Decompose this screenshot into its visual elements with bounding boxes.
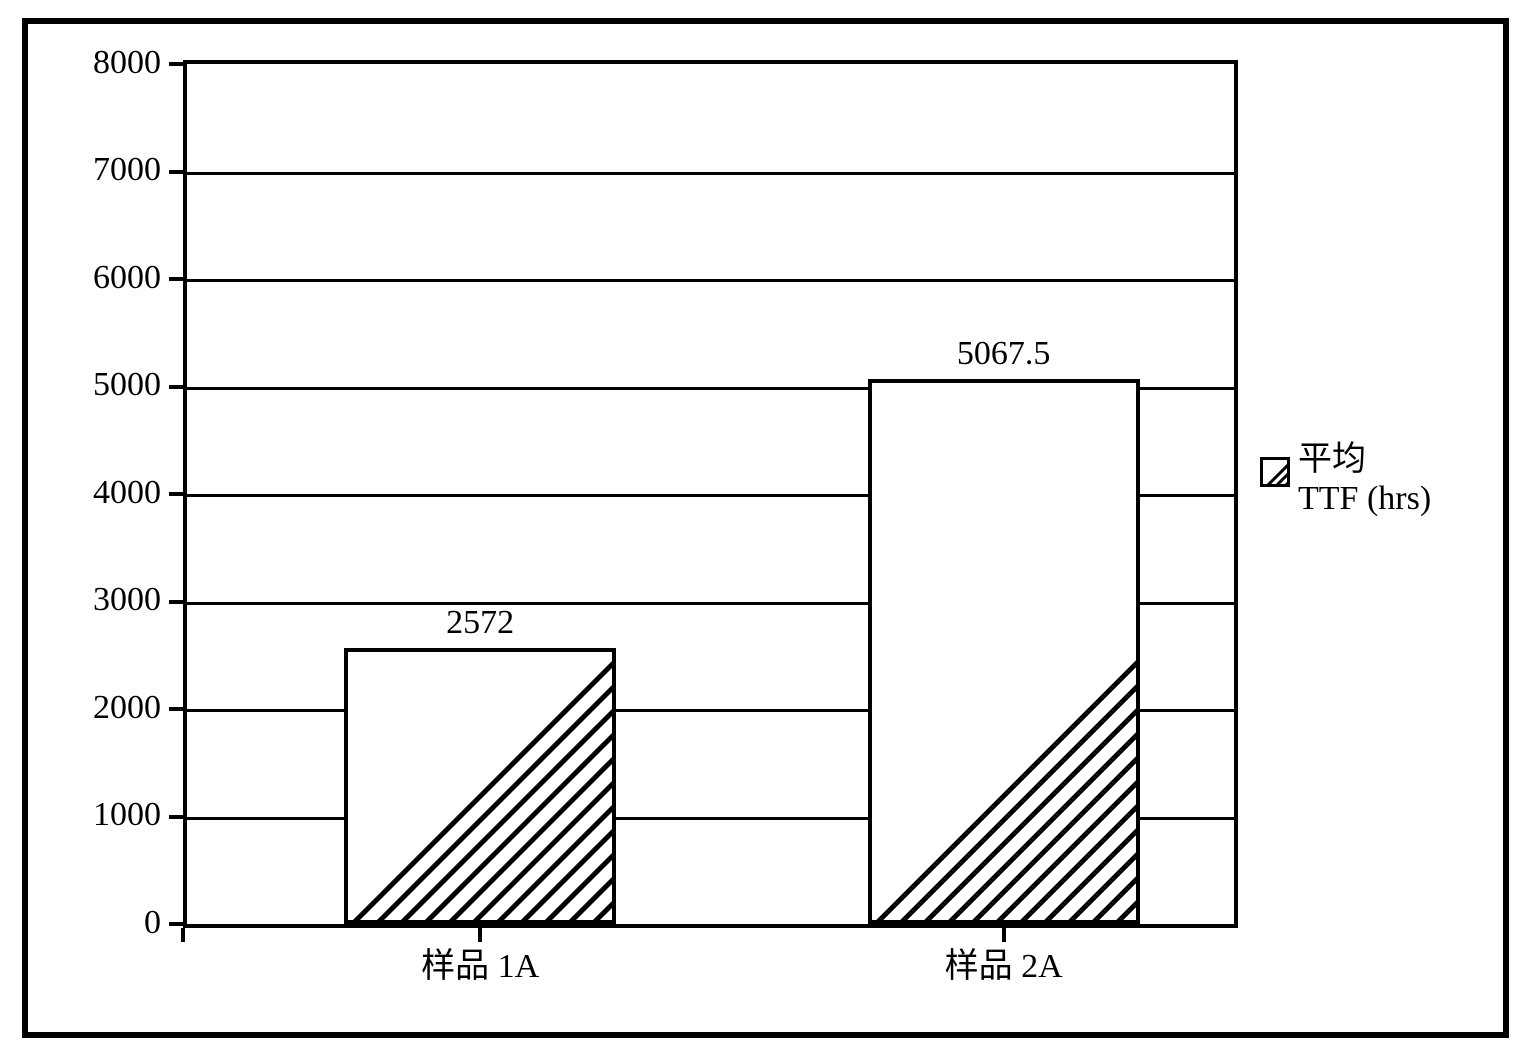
bar-value-label: 5067.5 [884, 335, 1124, 373]
y-tick-label: 3000 [21, 581, 161, 619]
y-tick-mark [169, 815, 183, 819]
bar [344, 648, 616, 924]
x-tick-label: 样品 2A [844, 938, 1164, 987]
legend: 平均 TTF (hrs) [1260, 440, 1520, 560]
y-tick-label: 4000 [21, 474, 161, 512]
y-tick-mark [169, 170, 183, 174]
y-tick-label: 7000 [21, 151, 161, 189]
y-tick-label: 8000 [21, 44, 161, 82]
y-tick-label: 5000 [21, 366, 161, 404]
gridline [187, 279, 1234, 282]
bar-value-label: 2572 [360, 604, 600, 642]
y-tick-label: 1000 [21, 796, 161, 834]
bar [868, 379, 1140, 924]
y-tick-mark [169, 707, 183, 711]
gridline [187, 172, 1234, 175]
plot-area [183, 60, 1238, 928]
y-tick-label: 2000 [21, 689, 161, 727]
y-tick-mark [169, 277, 183, 281]
y-tick-mark [169, 62, 183, 66]
y-tick-mark [169, 922, 183, 926]
y-tick-mark [169, 600, 183, 604]
legend-label-line2: TTF (hrs) [1298, 479, 1431, 518]
y-tick-mark [169, 385, 183, 389]
x-tick-label: 样品 1A [320, 938, 640, 987]
x-tick-mark [181, 928, 185, 942]
y-tick-label: 6000 [21, 259, 161, 297]
x-tick-mark [478, 928, 482, 942]
y-tick-label: 0 [21, 904, 161, 942]
legend-swatch [1260, 457, 1290, 487]
legend-label-line1: 平均 [1298, 440, 1366, 479]
x-tick-mark [1002, 928, 1006, 942]
y-tick-mark [169, 492, 183, 496]
